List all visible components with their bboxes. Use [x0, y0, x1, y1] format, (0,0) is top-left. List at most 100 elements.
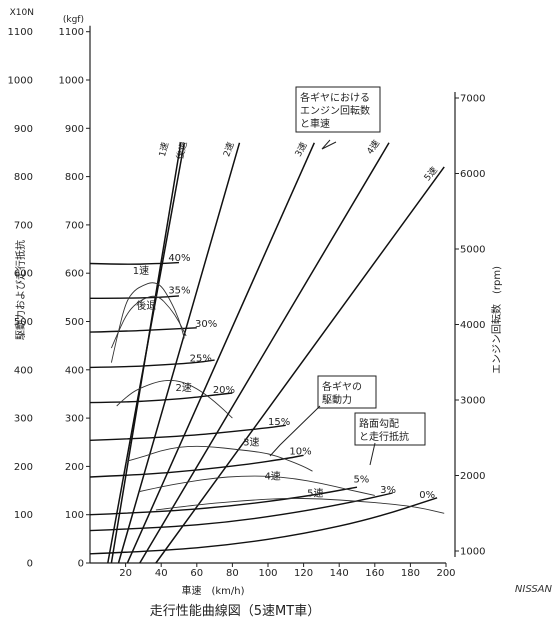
rpm-line — [107, 142, 186, 564]
grade-label: 40% — [168, 253, 190, 264]
y-tick-label-n: 800 — [14, 172, 33, 183]
x-tick-label: 60 — [190, 568, 203, 579]
drive-gear-label: 3速 — [243, 437, 259, 449]
resistance-curve — [89, 327, 197, 333]
resistance-curve — [89, 392, 233, 404]
resist-annotation-text: と走行抵抗 — [359, 430, 409, 443]
x-tick-label: 120 — [294, 568, 313, 579]
rpm-gear-label: 5速 — [422, 165, 440, 183]
y-unit-n: X10N — [10, 8, 34, 18]
drive-gear-label: 後退 — [136, 299, 156, 312]
drive-force-curve — [116, 379, 233, 419]
y-tick-label-kgf: 500 — [65, 317, 84, 328]
chart-title: 走行性能曲線図（5速MT車） — [149, 604, 321, 619]
right-tick-label: 3000 — [460, 396, 485, 407]
grade-label: 10% — [289, 446, 311, 457]
resistance-curve — [89, 454, 304, 478]
resistance-curve — [89, 486, 358, 516]
drive-force-curve — [155, 498, 445, 514]
y-tick-label-n: 900 — [14, 124, 33, 135]
right-tick-label: 4000 — [460, 320, 485, 331]
drive-force-curve — [125, 445, 313, 472]
x-tick-label: 200 — [436, 568, 455, 579]
drive-force-curve — [110, 295, 187, 349]
grade-label: 15% — [268, 417, 290, 428]
rpm-line — [126, 142, 315, 564]
x-tick-label: 80 — [226, 568, 239, 579]
right-tick-label: 1000 — [460, 547, 485, 558]
y-tick-label-kgf: 900 — [65, 124, 84, 135]
resist-annotation-pointer — [369, 442, 376, 466]
grade-label: 20% — [213, 385, 235, 396]
y-tick-label-n: 700 — [14, 220, 33, 231]
grade-label: 5% — [353, 474, 369, 485]
right-tick-label: 2000 — [460, 471, 485, 482]
axes: 0 0 100 100 200 200 300 300 400 400 500 500 600 600 70… — [8, 8, 503, 597]
y-tick-label-kgf: 0 — [78, 559, 84, 570]
y-tick-label-n: 300 — [14, 414, 33, 425]
drive-annotation-pointer — [269, 405, 321, 457]
x-axis-label: 車速 (km/h) — [181, 584, 244, 597]
y-tick-label-kgf: 200 — [65, 462, 84, 473]
drive-gear-label: 1速 — [133, 265, 149, 277]
rpm-annotation-text: と車速 — [300, 117, 330, 130]
grade-label: 0% — [419, 490, 435, 501]
right-tick-label: 5000 — [460, 245, 485, 256]
rpm-gear-label: 4速 — [365, 138, 382, 156]
rpm-gear-label: 後退 — [174, 140, 190, 160]
y-tick-label-n: 0 — [27, 559, 33, 570]
left-axis-title: 駆動力および走行抵抗 — [14, 240, 27, 340]
resistance-curve — [89, 424, 286, 441]
y-tick-label-n: 600 — [14, 269, 33, 280]
right-tick-label: 6000 — [460, 169, 485, 180]
y-tick-label-n: 1000 — [8, 76, 33, 87]
rpm-annotation-box — [295, 86, 381, 133]
gear-drive-force-curves — [110, 282, 445, 514]
y-tick-label-n: 400 — [14, 365, 33, 376]
x-tick-label: 180 — [401, 568, 420, 579]
grade-label: 30% — [195, 319, 217, 330]
y-tick-label-kgf: 600 — [65, 269, 84, 280]
drive-force-curve — [139, 475, 375, 496]
source-credit: NISSAN — [514, 584, 552, 595]
resistance-curve — [89, 295, 180, 299]
rpm-annotation-text: 各ギヤにおける — [300, 91, 370, 104]
y-tick-label-kgf: 1100 — [59, 27, 84, 38]
rpm-line — [139, 142, 390, 564]
y-tick-label-kgf: 700 — [65, 220, 84, 231]
y-tick-label-kgf: 800 — [65, 172, 84, 183]
right-tick-label: 7000 — [460, 94, 485, 105]
resistance-curve — [89, 261, 180, 265]
grade-label: 25% — [190, 354, 212, 365]
y-unit-kgf: (kgf) — [63, 15, 84, 25]
drive-force-curve — [110, 282, 185, 363]
y-tick-label-n: 100 — [14, 510, 33, 521]
rpm-annotation-text: エンジン回転数 — [300, 104, 370, 117]
resistance-curve — [89, 359, 215, 369]
drive-gear-label: 4速 — [264, 470, 280, 482]
x-tick-label: 160 — [365, 568, 384, 579]
y-tick-label-kgf: 300 — [65, 414, 84, 425]
x-tick-label: 40 — [155, 568, 168, 579]
grade-label: 3% — [380, 485, 396, 496]
rpm-annotation-pointer — [321, 139, 337, 150]
resistance-curve — [89, 497, 438, 555]
drive-annotation-text: 駆動力 — [322, 393, 352, 406]
y-tick-label-kgf: 100 — [65, 510, 84, 521]
drive-gear-label: 5速 — [307, 487, 323, 499]
y-tick-label-n: 500 — [14, 317, 33, 328]
rpm-line — [117, 142, 241, 564]
resist-annotation-text: 路面勾配 — [359, 417, 399, 430]
grade-resistance-curves — [89, 261, 438, 555]
x-tick-label: 140 — [330, 568, 349, 579]
drive-gear-label: 2速 — [175, 382, 191, 394]
grade-label: 35% — [168, 285, 190, 296]
rpm-gear-label: 3速 — [293, 141, 310, 159]
right-axis-title: エンジン回転数 (rpm) — [490, 266, 503, 374]
y-tick-label-kgf: 400 — [65, 365, 84, 376]
x-tick-label: 100 — [258, 568, 277, 579]
engine-rpm-lines — [107, 142, 445, 564]
y-tick-label-n: 200 — [14, 462, 33, 473]
